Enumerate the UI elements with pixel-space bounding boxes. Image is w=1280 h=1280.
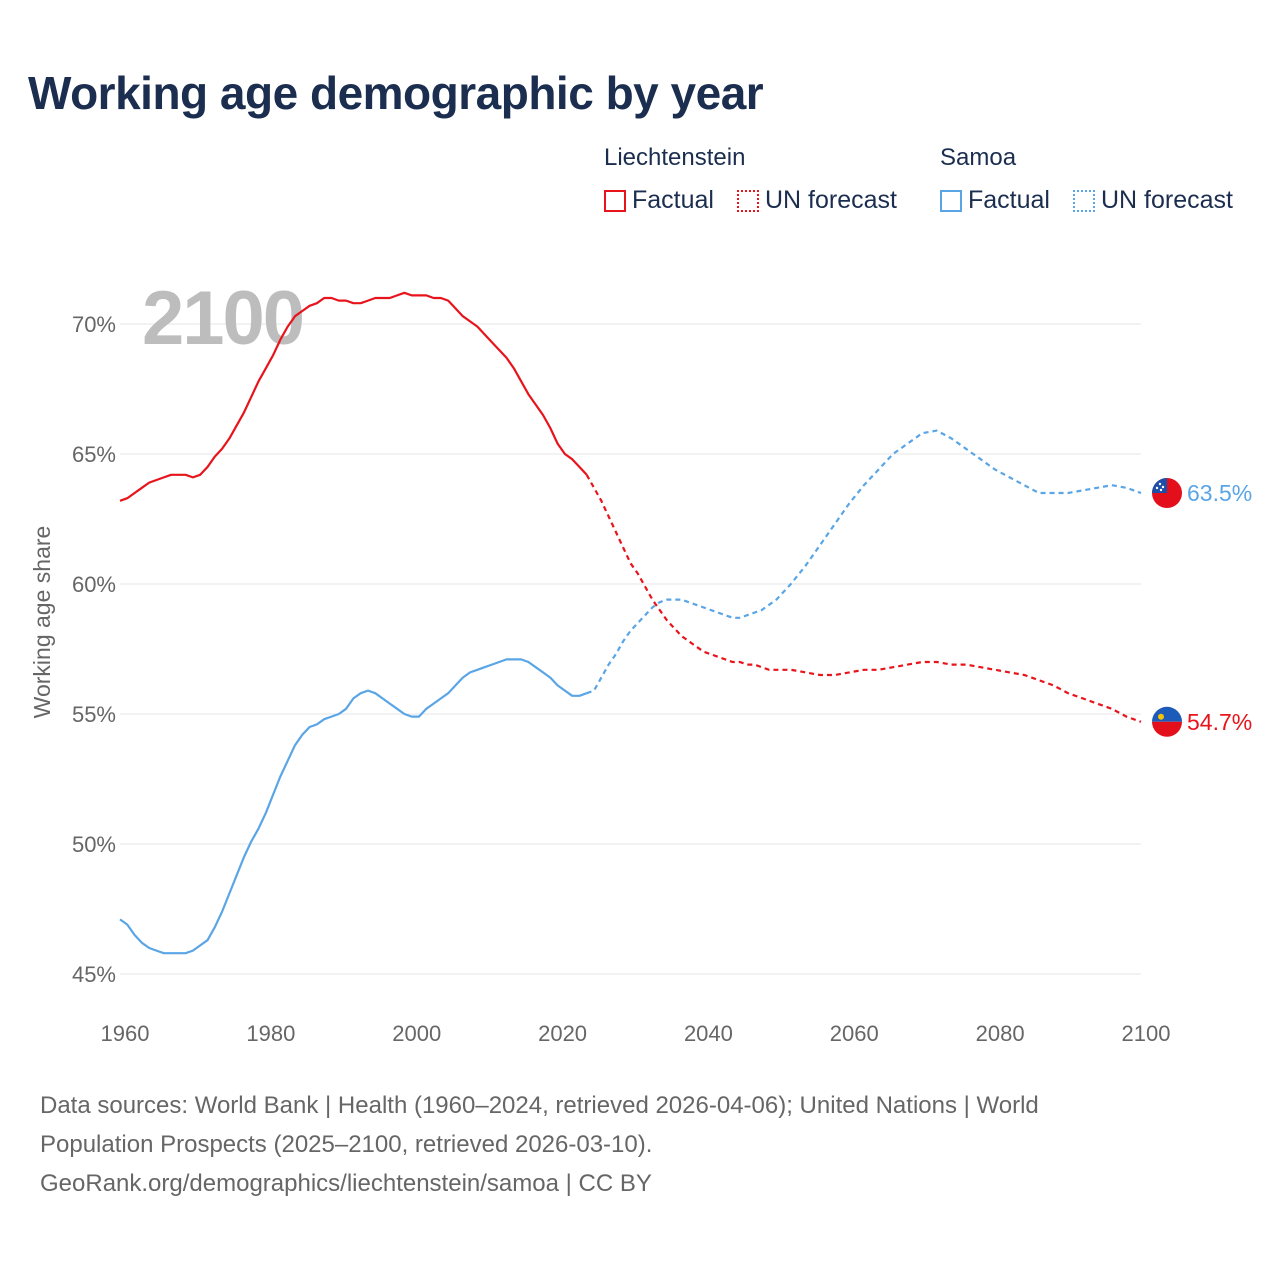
series-line-liechtenstein-factual[interactable] xyxy=(119,291,588,502)
chart-title: Working age demographic by year xyxy=(28,67,764,119)
legend-label: Factual xyxy=(632,186,714,214)
legend-label: UN forecast xyxy=(765,186,897,214)
end-value-label-samoa: 63.5% xyxy=(1187,480,1252,506)
flag-samoa-icon xyxy=(1152,478,1182,508)
x-tick-label: 2080 xyxy=(976,1021,1025,1046)
legend-swatch-dotted-icon xyxy=(1073,189,1095,212)
y-tick-label: 45% xyxy=(72,962,116,987)
legend-samoa-factual[interactable]: Factual xyxy=(940,186,1050,215)
y-tick-label: 70% xyxy=(72,312,116,337)
y-tick-label: 65% xyxy=(72,442,116,467)
flag-liechtenstein-icon xyxy=(1152,706,1182,737)
y-axis-label: Working age share xyxy=(29,526,55,719)
y-tick-label: 50% xyxy=(72,832,116,857)
x-tick-label: 1980 xyxy=(246,1021,295,1046)
line-chart: 2100 45% 50% 55% 60% 65% 70% 1960 1980 2000 2020… xyxy=(29,276,1252,1046)
legend-swatch-solid-icon xyxy=(604,189,626,212)
footer-line: Population Prospects (2025–2100, retriev… xyxy=(40,1131,653,1158)
x-tick-label: 2020 xyxy=(538,1021,587,1046)
x-tick-label: 1960 xyxy=(101,1021,150,1046)
legend-liechtenstein-factual[interactable]: Factual xyxy=(604,186,714,215)
footer-line: Data sources: World Bank | Health (1960–… xyxy=(40,1092,1039,1119)
legend-swatch-solid-icon xyxy=(940,189,962,212)
legend-samoa-forecast[interactable]: UN forecast xyxy=(1073,186,1233,215)
footer-url[interactable]: GeoRank.org/demographics/liechtenstein/s… xyxy=(40,1170,652,1197)
source-footer: Data sources: World Bank | Health (1960–… xyxy=(40,1086,1220,1203)
legend-title-liechtenstein: Liechtenstein xyxy=(604,144,746,171)
legend-label: UN forecast xyxy=(1101,186,1233,214)
y-tick-label: 60% xyxy=(72,572,116,597)
series-line-samoa-forecast[interactable] xyxy=(586,429,1142,695)
legend-label: Factual xyxy=(968,186,1050,214)
x-tick-label: 2040 xyxy=(684,1021,733,1046)
series-line-liechtenstein-forecast[interactable] xyxy=(585,474,1142,723)
series-line-samoa-factual[interactable] xyxy=(119,658,588,955)
legend-swatch-dotted-icon xyxy=(737,189,759,212)
y-tick-label: 55% xyxy=(72,702,116,727)
legend-liechtenstein-forecast[interactable]: UN forecast xyxy=(737,186,897,215)
legend-title-samoa: Samoa xyxy=(940,144,1017,171)
year-watermark: 2100 xyxy=(142,276,303,361)
x-tick-label: 2000 xyxy=(392,1021,441,1046)
end-value-label-liechtenstein: 54.7% xyxy=(1187,709,1252,735)
x-tick-label: 2060 xyxy=(830,1021,879,1046)
x-tick-label: 2100 xyxy=(1122,1021,1171,1046)
